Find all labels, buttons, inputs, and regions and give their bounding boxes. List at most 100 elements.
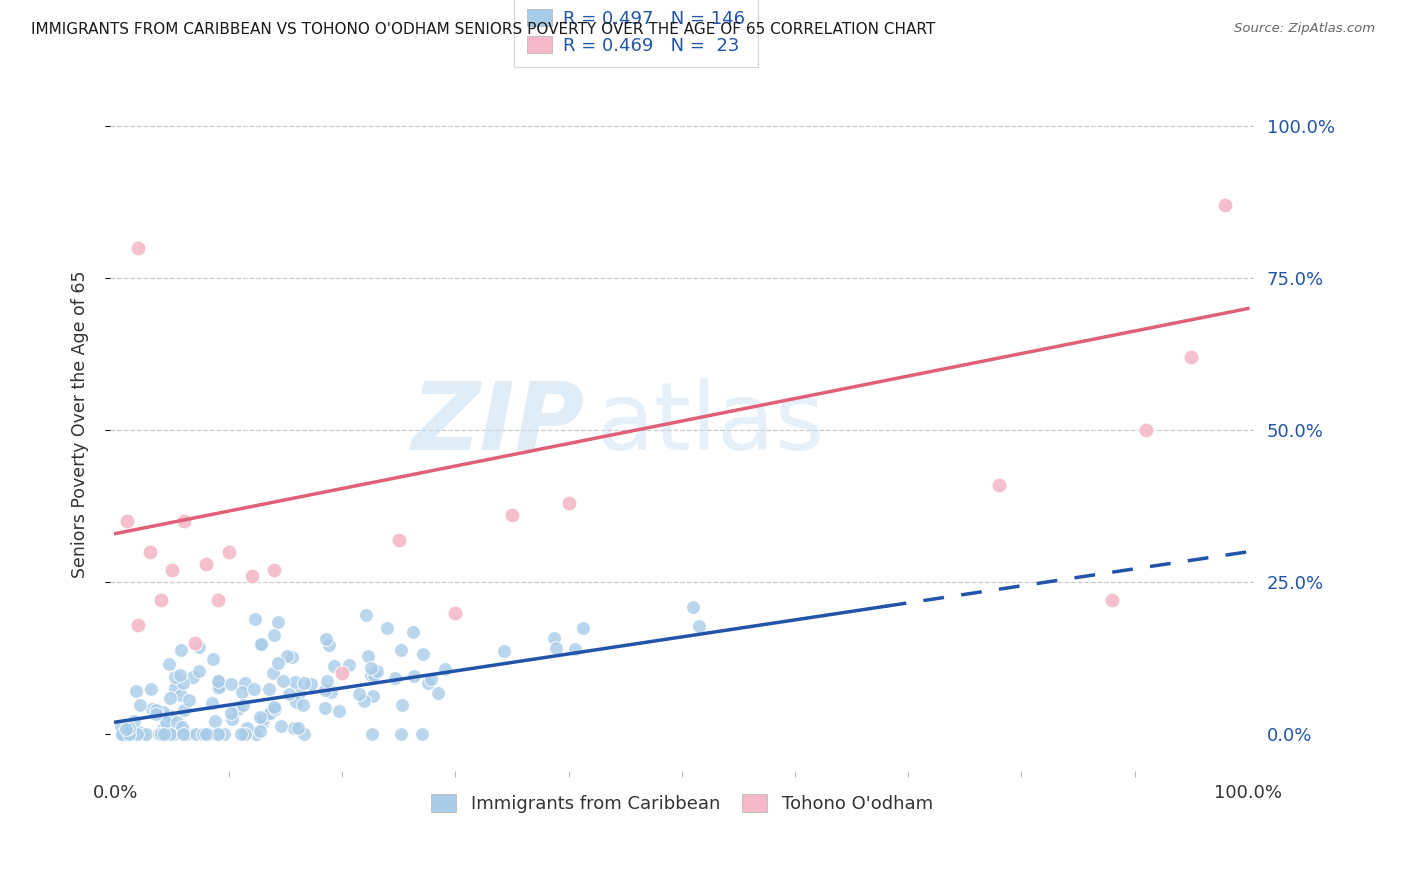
Point — [200, 696, 222, 710]
Point — [259, 706, 281, 720]
Text: atlas: atlas — [596, 378, 824, 470]
Point — [323, 659, 346, 673]
Point — [207, 727, 229, 741]
Point — [117, 727, 139, 741]
Point — [1135, 423, 1157, 437]
Point — [157, 657, 180, 671]
Point — [287, 721, 309, 735]
Point — [235, 721, 257, 735]
Point — [138, 545, 160, 559]
Point — [263, 628, 285, 642]
Point — [270, 719, 292, 733]
Point — [384, 671, 406, 685]
Point — [135, 727, 157, 741]
Text: IMMIGRANTS FROM CARIBBEAN VS TOHONO O'ODHAM SENIORS POVERTY OVER THE AGE OF 65 C: IMMIGRANTS FROM CARIBBEAN VS TOHONO O'OD… — [31, 22, 935, 37]
Point — [207, 674, 229, 689]
Point — [194, 727, 217, 741]
Point — [419, 672, 441, 686]
Legend: Immigrants from Caribbean, Tohono O'odham: Immigrants from Caribbean, Tohono O'odha… — [420, 783, 943, 824]
Point — [243, 612, 266, 626]
Point — [207, 681, 229, 696]
Point — [169, 667, 191, 681]
Point — [125, 727, 148, 741]
Point — [111, 727, 134, 741]
Point — [127, 727, 149, 741]
Point — [195, 557, 218, 571]
Point — [388, 533, 411, 547]
Point — [111, 727, 134, 741]
Point — [120, 727, 142, 741]
Point — [267, 615, 290, 629]
Point — [347, 687, 370, 701]
Point — [221, 712, 243, 726]
Point — [987, 478, 1010, 492]
Point — [207, 681, 229, 695]
Point — [159, 708, 181, 723]
Point — [337, 658, 360, 673]
Point — [249, 710, 271, 724]
Point — [250, 637, 273, 651]
Point — [149, 727, 172, 741]
Point — [118, 721, 141, 735]
Point — [122, 714, 145, 728]
Point — [292, 727, 315, 741]
Point — [314, 682, 336, 697]
Point — [291, 698, 314, 712]
Point — [284, 695, 307, 709]
Point — [232, 698, 254, 712]
Point — [543, 632, 565, 646]
Point — [204, 727, 226, 741]
Point — [163, 681, 186, 695]
Point — [316, 673, 339, 688]
Point — [233, 676, 256, 690]
Point — [231, 685, 253, 699]
Point — [262, 665, 284, 680]
Point — [252, 712, 274, 726]
Point — [176, 727, 198, 741]
Point — [284, 674, 307, 689]
Point — [170, 643, 193, 657]
Point — [292, 675, 315, 690]
Point — [173, 514, 195, 528]
Point — [263, 700, 285, 714]
Point — [207, 593, 229, 607]
Point — [411, 727, 433, 741]
Point — [202, 652, 225, 666]
Point — [391, 643, 413, 657]
Point — [330, 666, 353, 681]
Point — [259, 682, 281, 697]
Point — [114, 727, 136, 741]
Point — [155, 714, 177, 729]
Point — [218, 545, 240, 559]
Point — [145, 706, 167, 721]
Point — [571, 621, 593, 635]
Point — [267, 656, 290, 670]
Point — [219, 706, 242, 721]
Point — [120, 724, 142, 739]
Point — [402, 625, 425, 640]
Point — [366, 665, 388, 679]
Point — [186, 727, 208, 741]
Point — [314, 700, 336, 714]
Point — [288, 686, 311, 700]
Point — [183, 670, 205, 684]
Point — [214, 727, 236, 741]
Point — [434, 662, 457, 676]
Point — [357, 649, 380, 664]
Text: Source: ZipAtlas.com: Source: ZipAtlas.com — [1234, 22, 1375, 36]
Point — [127, 617, 149, 632]
Point — [1213, 198, 1236, 212]
Point — [688, 619, 710, 633]
Point — [250, 637, 273, 651]
Point — [240, 569, 263, 583]
Point — [152, 705, 174, 719]
Point — [131, 727, 153, 741]
Point — [1101, 593, 1123, 607]
Point — [166, 714, 188, 729]
Point — [360, 661, 382, 675]
Point — [159, 727, 181, 741]
Point — [375, 621, 398, 635]
Point — [115, 514, 138, 528]
Point — [328, 704, 350, 718]
Point — [153, 727, 176, 741]
